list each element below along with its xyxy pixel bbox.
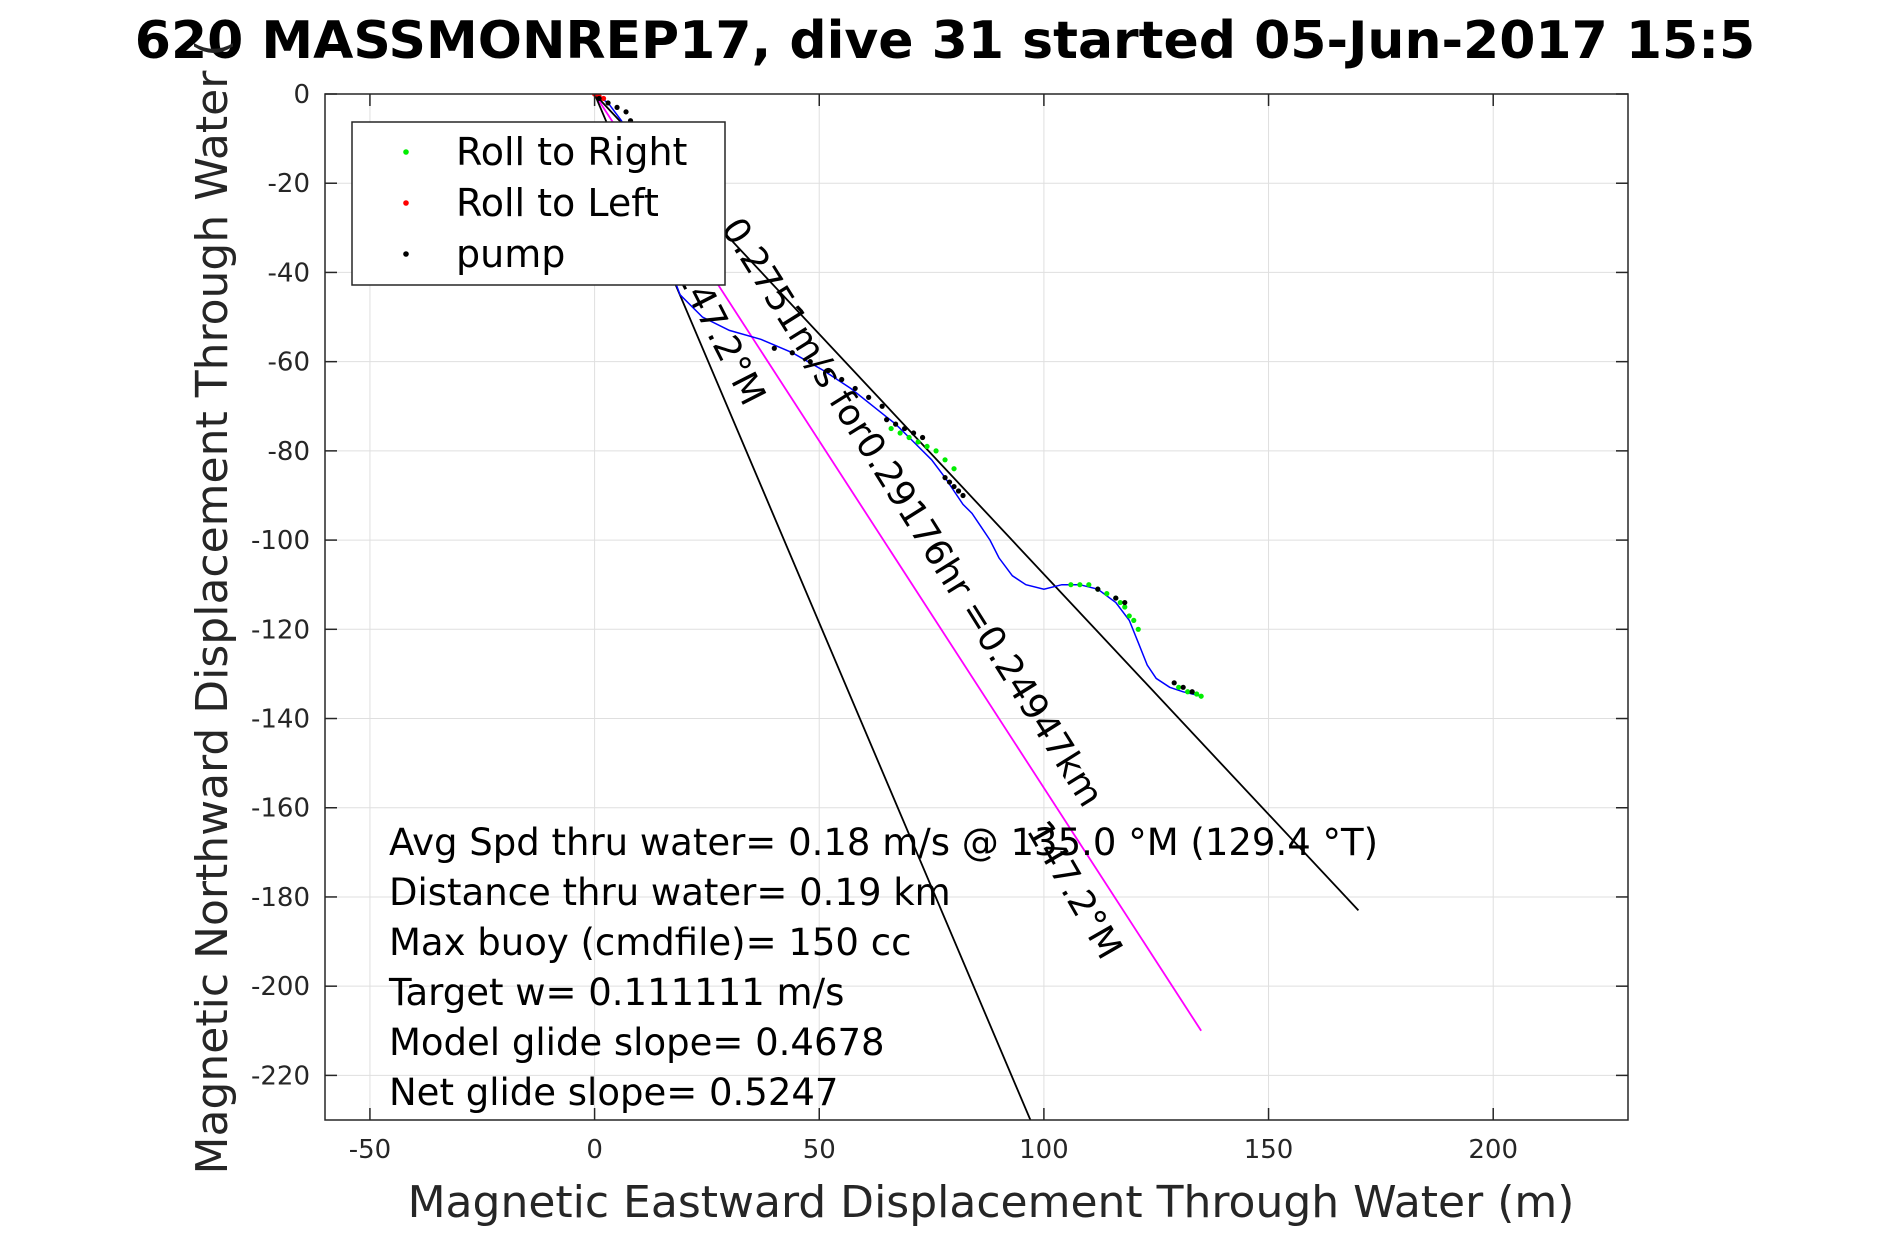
pump-point (866, 394, 872, 400)
roll-to-right-point (1086, 582, 1092, 588)
legend: Roll to Right Roll to Left pump (351, 121, 726, 286)
pump-point (839, 376, 845, 383)
x-tick-label: -50 (349, 1135, 391, 1165)
info-text-block: Avg Spd thru water= 0.18 m/s @ 135.0 °M … (388, 821, 1378, 1114)
pump-point (605, 100, 611, 106)
y-tick-label: -120 (251, 615, 310, 645)
info-text-line: Net glide slope= 0.5247 (389, 1071, 838, 1114)
y-tick-label: -60 (268, 348, 310, 378)
y-tick-label: -140 (251, 705, 310, 735)
info-text-line: Distance thru water= 0.19 km (389, 871, 951, 914)
pump-point (852, 385, 858, 392)
roll-to-right-point (897, 430, 903, 436)
pump-point (623, 109, 629, 115)
pump-point (893, 421, 899, 427)
roll-to-right-point (1176, 684, 1182, 690)
legend-label: Roll to Right (456, 130, 687, 174)
pump-point (596, 95, 602, 102)
x-tick-label: 50 (803, 1135, 836, 1165)
pump-point (960, 492, 966, 499)
roll-to-left-point (600, 95, 607, 102)
roll-to-right-point (1077, 582, 1083, 588)
pump-point (946, 479, 953, 485)
roll-to-right-point (1122, 604, 1128, 610)
pump-point (1180, 684, 1186, 690)
y-tick-label: 0 (293, 80, 310, 110)
roll-to-right-point (1185, 689, 1191, 695)
pump-point (879, 403, 885, 409)
roll-to-right-point (942, 457, 948, 463)
pump-point (1171, 680, 1177, 686)
x-tick-label: 200 (1468, 1135, 1518, 1165)
roll-to-right-point (1104, 591, 1110, 597)
roll-to-right-point (1117, 599, 1123, 606)
roll-to-right-point (1198, 693, 1204, 699)
roll-to-right-point (933, 448, 939, 454)
info-text-line: Max buoy (cmdfile)= 150 cc (389, 921, 911, 964)
pump-point (1113, 595, 1119, 601)
axis-ticks: -50 0 50 100 150 200 0 -20 -40 -60 -80 -100 -120 -140… (251, 80, 1628, 1165)
pump-point (1122, 599, 1128, 606)
axes-box (324, 93, 1629, 1121)
y-tick-label: -200 (251, 972, 310, 1002)
roll-to-right-point (1131, 617, 1137, 623)
y-tick-label: -180 (251, 883, 310, 913)
legend-marker (403, 200, 409, 206)
roll-to-right-point (888, 425, 894, 432)
pump-point (614, 104, 620, 110)
roll-to-right-point (1126, 613, 1132, 619)
x-axis-label: Magnetic Eastward Displacement Through W… (408, 1177, 1575, 1228)
legend-marker (403, 149, 409, 155)
info-text-line: Target w= 0.111111 m/s (388, 971, 844, 1014)
pump-point (884, 417, 890, 423)
pump-point (1189, 689, 1195, 695)
pump-point (942, 475, 948, 481)
roll-to-right-point (951, 466, 957, 472)
y-tick-label: -220 (251, 1061, 310, 1091)
pump-point (807, 359, 813, 365)
x-tick-label: 0 (586, 1135, 603, 1165)
y-axis-label: Magnetic Northward Displacement Through … (187, 40, 238, 1175)
pump-point (910, 430, 917, 436)
roll-to-right-point (924, 443, 930, 450)
pump-point (1095, 586, 1101, 592)
y-tick-label: -20 (268, 169, 310, 199)
x-tick-label: 150 (1244, 1135, 1294, 1165)
pump-point (825, 367, 831, 374)
y-tick-label: -40 (268, 258, 310, 288)
legend-box (351, 121, 726, 286)
pump-point (955, 488, 962, 494)
info-text-line: Model glide slope= 0.4678 (389, 1021, 885, 1064)
roll-to-right-point (906, 434, 912, 441)
glider-track-line (594, 94, 1202, 697)
pump-point (789, 350, 795, 356)
pump-point (919, 434, 926, 441)
legend-marker (403, 251, 409, 257)
pump-point (902, 425, 908, 432)
pump-point (771, 345, 777, 351)
legend-label: pump (456, 232, 565, 276)
y-tick-label: -80 (268, 437, 310, 467)
roll-to-right-point (1194, 691, 1200, 697)
pump-point (951, 483, 957, 490)
roll-to-right-point (1068, 582, 1074, 588)
x-tick-label: 100 (1019, 1135, 1069, 1165)
legend-label: Roll to Left (456, 181, 659, 225)
y-tick-label: -160 (251, 794, 310, 824)
chart-title: 620 MASSMONREP17, dive 31 started 05-Jun… (135, 11, 1755, 71)
info-text-line: Avg Spd thru water= 0.18 m/s @ 135.0 °M … (389, 821, 1378, 864)
y-tick-label: -100 (251, 526, 310, 556)
roll-to-right-point (915, 439, 921, 445)
roll-to-right-point (1135, 626, 1141, 632)
